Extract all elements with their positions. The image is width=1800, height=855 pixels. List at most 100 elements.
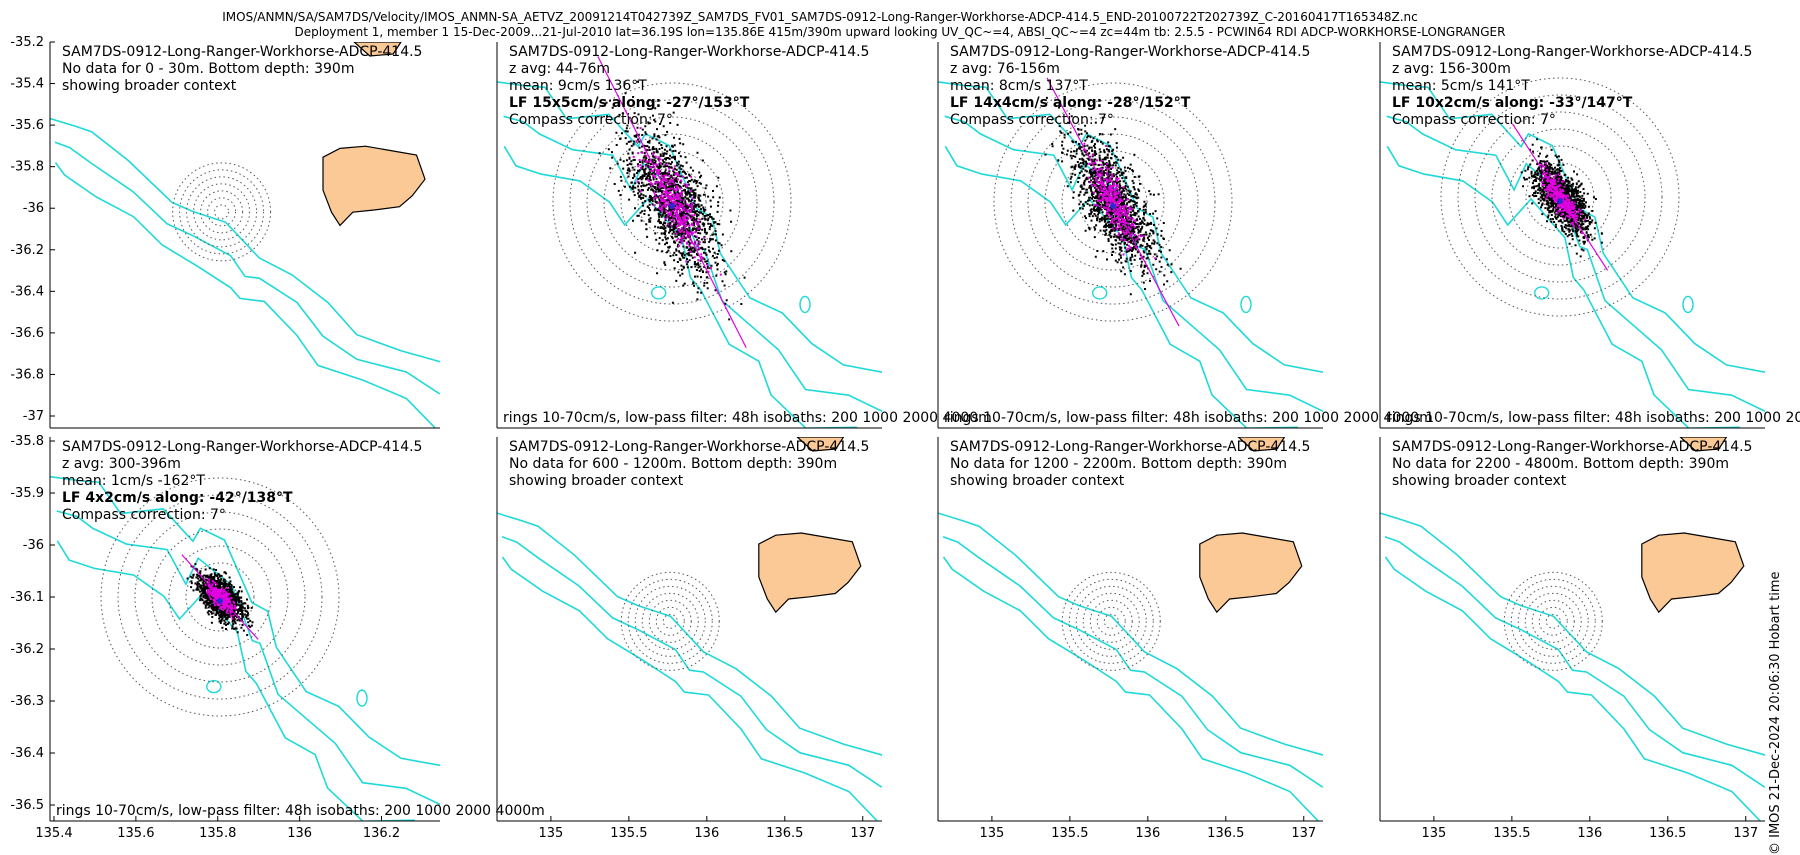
x-tick-label: 135.6: [117, 826, 154, 841]
speed-ring: [1082, 592, 1140, 650]
rings-footer: rings 10-70cm/s, low-pass filter: 48h is…: [944, 410, 1433, 426]
panel-title: SAM7DS-0912-Long-Ranger-Workhorse-ADCP-4…: [950, 44, 1310, 60]
map-area: [50, 475, 440, 821]
isobath-closed: [356, 689, 368, 707]
isobath-line: [501, 536, 882, 788]
land-mass: [1237, 437, 1286, 452]
speed-ring: [655, 606, 685, 636]
panel-top-1: SAM7DS-0912-Long-Ranger-Workhorse-ADCP-4…: [10, 35, 440, 429]
map-area: [497, 437, 882, 821]
speed-ring: [1061, 571, 1161, 671]
panel-title: SAM7DS-0912-Long-Ranger-Workhorse-ADCP-4…: [1392, 439, 1752, 455]
speed-ring: [569, 99, 775, 305]
y-tick-label: -35.8: [10, 434, 44, 449]
speed-ring: [993, 82, 1233, 322]
lowpass-stats: LF 10x2cm/s along: -33°/147°T: [1392, 95, 1633, 111]
speed-ring: [1027, 116, 1199, 288]
y-tick-label: -36.5: [10, 798, 44, 813]
map-area: [497, 56, 882, 428]
isobath-closed: [1091, 286, 1108, 300]
x-tick-label: 136: [287, 826, 312, 841]
speed-ring: [193, 183, 251, 241]
isobath-closed: [206, 679, 222, 694]
x-tick-label: 137: [850, 826, 875, 841]
speed-ring: [620, 150, 724, 254]
principal-axis: [1046, 77, 1180, 327]
rings-footer: rings 10-70cm/s, low-pass filter: 48h is…: [56, 803, 545, 819]
x-tick-label: 136.5: [1649, 826, 1686, 841]
isobath-line: [56, 540, 416, 821]
x-tick-label: 137: [1291, 826, 1316, 841]
panel-info-line: showing broader context: [62, 78, 237, 94]
y-tick-label: -35.4: [10, 77, 44, 92]
isobath-closed: [1682, 295, 1694, 314]
speed-ring: [627, 578, 713, 664]
principal-axis: [1511, 123, 1609, 271]
compass-correction: Compass correction: 7°: [950, 112, 1114, 128]
panel-info-line: showing broader context: [1392, 473, 1567, 489]
speed-ring: [1503, 571, 1603, 671]
panel-top-2: SAM7DS-0912-Long-Ranger-Workhorse-ADCP-4…: [496, 42, 992, 429]
x-tick-label: 136.2: [363, 826, 400, 841]
panel-title: SAM7DS-0912-Long-Ranger-Workhorse-ADCP-4…: [509, 439, 869, 455]
panel-info-line: No data for 600 - 1200m. Bottom depth: 3…: [509, 456, 837, 472]
x-tick-label: 136: [694, 826, 719, 841]
isobath-line: [1384, 556, 1761, 821]
speed-ring: [603, 133, 741, 271]
speed-ring: [1068, 578, 1154, 664]
speed-ring: [1510, 578, 1596, 664]
principal-axis: [597, 56, 747, 348]
rings-footer: rings 10-70cm/s, low-pass filter: 48h is…: [1386, 410, 1800, 426]
speed-ring: [662, 613, 678, 629]
speed-ring: [586, 116, 758, 288]
y-tick-label: -35.6: [10, 118, 44, 133]
x-tick-label: 135: [979, 826, 1004, 841]
panel-info-line: z avg: 156-300m: [1392, 61, 1511, 77]
speed-ring: [179, 169, 265, 255]
isobath-line: [50, 475, 440, 767]
x-tick-label: 135.5: [1051, 826, 1088, 841]
panel-title: SAM7DS-0912-Long-Ranger-Workhorse-ADCP-4…: [62, 44, 422, 60]
y-tick-label: -36.2: [10, 243, 44, 258]
mean-velocity-marker: [1557, 198, 1563, 204]
header-filename: IMOS/ANMN/SA/SAM7DS/Velocity/IMOS_ANMN-S…: [222, 10, 1418, 24]
x-tick-label: 136.5: [1207, 826, 1244, 841]
panel-info-line: mean: 9cm/s 136°T: [509, 78, 647, 94]
isobath-line: [497, 512, 882, 756]
isobath-closed: [650, 286, 667, 300]
speed-ring: [214, 204, 230, 220]
x-tick-label: 135: [538, 826, 563, 841]
panel-info-line: showing broader context: [950, 473, 1125, 489]
speed-ring: [1545, 613, 1561, 629]
speed-ring: [1089, 599, 1133, 643]
mean-velocity-marker: [669, 203, 675, 209]
panel-info-line: z avg: 76-156m: [950, 61, 1060, 77]
panel-bot-2: SAM7DS-0912-Long-Ranger-Workhorse-ADCP-4…: [496, 437, 882, 841]
compass-correction: Compass correction: 7°: [1392, 112, 1556, 128]
speed-ring: [1044, 133, 1182, 271]
lowpass-stats: LF 15x5cm/s along: -27°/153°T: [509, 95, 750, 111]
speed-ring: [1517, 585, 1589, 657]
speed-ring: [552, 82, 792, 322]
compass-correction: Compass correction: 7°: [509, 112, 673, 128]
speed-ring: [1457, 94, 1663, 300]
map-area: [938, 77, 1323, 428]
isobath-line: [501, 556, 878, 821]
land-mass: [1679, 437, 1728, 452]
x-tick-label: 137: [1733, 826, 1758, 841]
speed-ring: [207, 197, 237, 227]
isobath-line: [1380, 81, 1765, 373]
speed-ring: [1103, 613, 1119, 629]
isobath-line: [54, 141, 440, 395]
speed-ring: [117, 494, 323, 700]
speed-ring: [151, 528, 289, 666]
speed-ring: [648, 599, 692, 643]
lowpass-scatter: [1540, 162, 1586, 234]
speed-ring: [1474, 111, 1646, 283]
lowpass-stats: LF 4x2cm/s along: -42°/138°T: [62, 490, 293, 506]
y-tick-label: -35.8: [10, 160, 44, 175]
speed-ring: [620, 571, 720, 671]
x-tick-label: 136.5: [766, 826, 803, 841]
land-mass: [758, 532, 862, 614]
